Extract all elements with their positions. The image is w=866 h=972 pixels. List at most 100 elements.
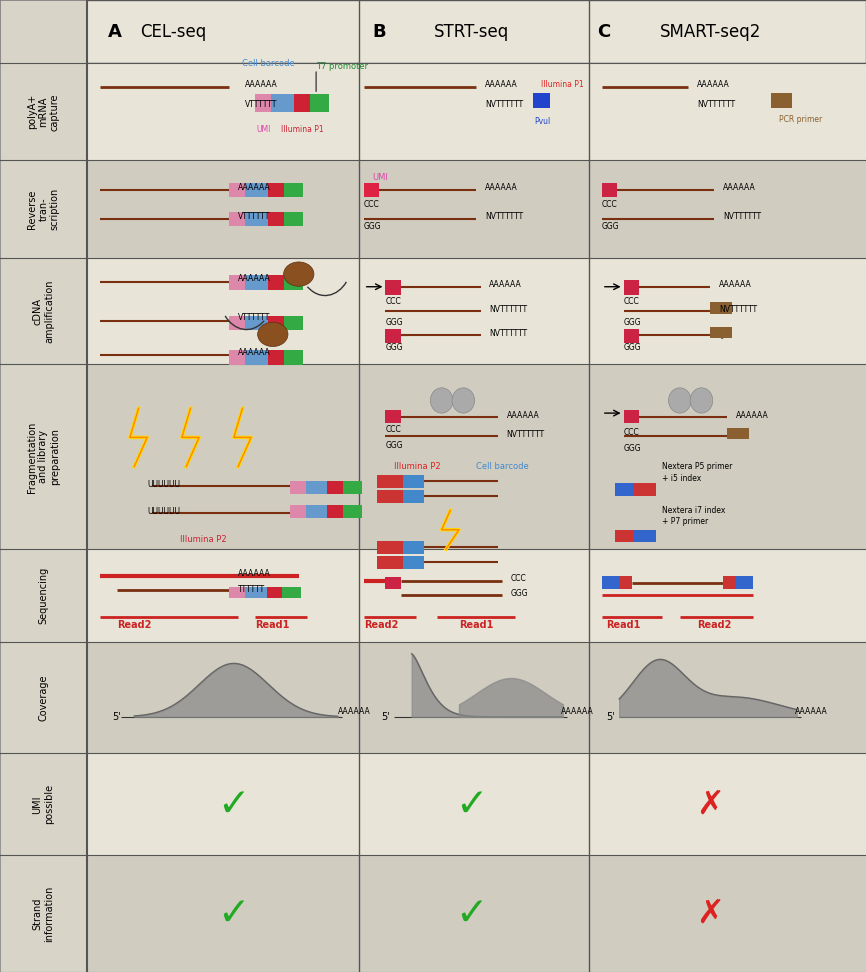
Bar [245,212,268,226]
Bar [0,642,866,753]
Text: C: C [598,23,611,41]
Text: ✓: ✓ [456,894,488,933]
Bar [229,587,245,598]
Text: Read2: Read2 [364,619,398,630]
Bar [624,329,639,343]
Text: UMI: UMI [372,173,388,183]
Text: AAAAAA: AAAAAA [795,708,828,716]
Bar [271,94,294,112]
Text: Read1: Read1 [459,619,494,630]
Bar [343,481,362,494]
Text: AAAAAA: AAAAAA [238,570,271,578]
Bar [245,316,268,330]
Text: polyA+
mRNA
capture: polyA+ mRNA capture [27,93,60,130]
Text: UUUUUU: UUUUUU [147,506,180,516]
Text: Sequencing: Sequencing [38,567,48,624]
Text: Cell barcode: Cell barcode [242,58,294,68]
Text: NVTTTTTT: NVTTTTTT [723,212,761,222]
FancyBboxPatch shape [17,10,849,962]
Bar [245,183,268,197]
Text: ✓: ✓ [456,785,488,823]
Bar [268,316,284,330]
Text: Illumina P1: Illumina P1 [281,124,324,134]
Bar [229,212,245,226]
Text: + i5 index: + i5 index [662,473,701,483]
Bar [364,183,379,197]
Circle shape [452,388,475,413]
Text: GGG: GGG [624,443,641,453]
Bar [634,483,656,496]
Text: B: B [372,23,386,41]
Text: ✗: ✗ [696,788,724,820]
Text: ✓: ✓ [217,785,250,823]
Text: Strand
information: Strand information [33,885,54,942]
Circle shape [690,388,713,413]
Bar [229,183,245,197]
Text: CCC: CCC [511,574,527,583]
Bar [284,183,303,197]
Text: CEL-seq: CEL-seq [140,23,206,41]
Bar [385,280,401,295]
Bar [0,63,866,160]
Text: GGG: GGG [624,343,641,353]
Text: GGG: GGG [364,222,381,231]
Text: VTTTTTT: VTTTTTT [245,99,277,109]
Bar [290,481,306,494]
Bar [327,505,343,518]
Bar [723,575,736,588]
Text: STRT-seq: STRT-seq [435,23,509,41]
Text: NVTTTTTT: NVTTTTTT [489,304,527,314]
Bar [533,93,550,108]
Text: AAAAAA: AAAAAA [489,280,522,290]
Text: GGG: GGG [385,440,403,450]
Bar [284,212,303,226]
Bar [284,316,303,330]
Bar [377,490,403,503]
Text: GGG: GGG [511,589,528,598]
Text: UUUUUU: UUUUUU [147,479,180,489]
Text: GGG: GGG [385,343,403,353]
Bar [245,350,268,364]
Text: Nextera P5 primer: Nextera P5 primer [662,462,733,471]
Text: T7 promoter: T7 promoter [316,61,368,71]
Bar [290,505,306,518]
Bar [268,275,284,290]
Text: NVTTTTTT: NVTTTTTT [507,430,545,439]
Text: UMI
possible: UMI possible [33,784,54,824]
Text: Nextera i7 index: Nextera i7 index [662,505,726,515]
Bar [0,160,866,258]
Text: GGG: GGG [385,318,403,328]
Text: Read1: Read1 [606,619,641,630]
Text: UMI: UMI [256,124,270,134]
Text: AAAAAA: AAAAAA [485,183,518,192]
Text: AAAAAA: AAAAAA [485,80,518,89]
Text: CCC: CCC [602,199,617,209]
Bar [229,275,245,290]
Bar [306,481,327,494]
Ellipse shape [284,262,313,286]
Bar [0,63,87,160]
Text: VTTTTTT: VTTTTTT [238,212,270,222]
Text: AAAAAA: AAAAAA [338,708,371,716]
Bar [624,410,639,423]
Text: GGG: GGG [624,318,641,328]
Bar [385,410,401,423]
Text: AAAAAA: AAAAAA [238,274,271,284]
Bar [284,275,303,290]
Text: ✗: ✗ [696,897,724,930]
Bar [771,93,792,108]
Text: TTTTTT: TTTTTT [238,585,265,594]
Text: Illumina P2: Illumina P2 [180,535,227,544]
Bar [377,541,403,554]
Text: AAAAAA: AAAAAA [736,410,769,420]
Bar [0,0,866,63]
Text: AAAAAA: AAAAAA [723,183,756,192]
Bar [619,575,632,588]
Bar [282,587,301,598]
Text: Illumina P2: Illumina P2 [394,462,441,471]
Text: GGG: GGG [602,222,619,231]
Bar [602,575,619,588]
Bar [268,212,284,226]
Text: NVTTTTTT: NVTTTTTT [697,99,735,109]
Text: NVTTTTTT: NVTTTTTT [485,99,523,109]
